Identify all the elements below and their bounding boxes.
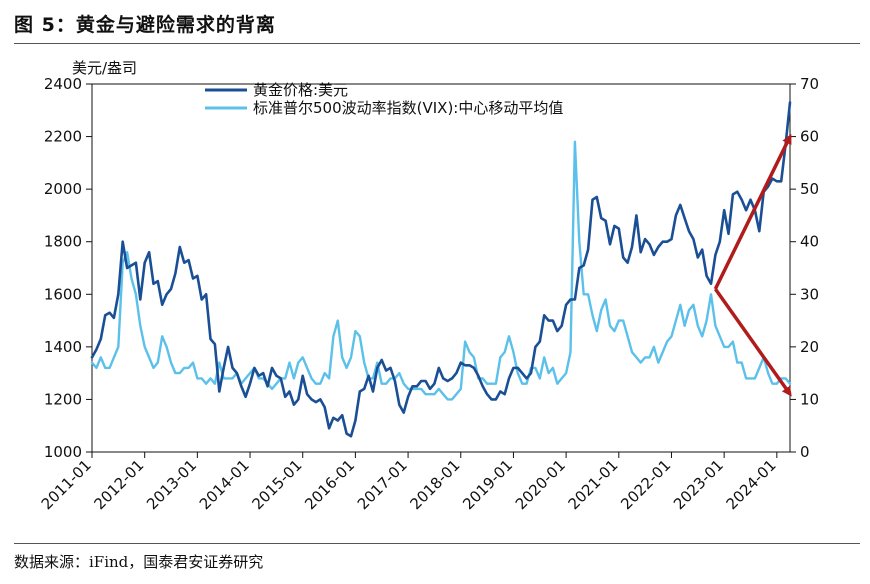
x-tick-label: 2018-01 — [407, 456, 464, 513]
y-right-tick-label: 20 — [800, 338, 819, 356]
y-right-tick-label: 30 — [800, 285, 819, 303]
x-tick-label: 2014-01 — [196, 456, 253, 513]
y-right-tick-label: 40 — [800, 233, 819, 251]
bottom-rule — [14, 543, 860, 544]
x-tick-label: 2022-01 — [617, 456, 674, 513]
y-left-tick-label: 1000 — [44, 443, 82, 461]
axes: 1000 1200 1400 1600 1800 2000 2200 2400 0 10 20 30 4… — [38, 75, 819, 513]
y-right-tick-label: 60 — [800, 128, 819, 146]
figure-title: 图 5：黄金与避险需求的背离 — [14, 14, 276, 36]
x-tick-label: 2024-01 — [723, 456, 780, 513]
x-tick-label: 2017-01 — [354, 456, 411, 513]
annotation-arrows — [713, 133, 792, 397]
gold-vix-chart: 美元/盎司 1000120014001600180020002200240001… — [38, 59, 819, 513]
x-tick-label: 2020-01 — [512, 456, 569, 513]
y-right-tick-label: 70 — [800, 75, 819, 93]
x-tick-label: 2012-01 — [90, 456, 147, 513]
legend: 黄金价格:美元 标准普尔500波动率指数(VIX):中心移动平均值 — [205, 81, 563, 117]
x-tick-label: 2015-01 — [248, 456, 305, 513]
arrow-down-divergence — [713, 288, 792, 397]
y-left-tick-label: 2200 — [44, 128, 82, 146]
figure-header: 图 5：黄金与避险需求的背离 — [14, 8, 860, 42]
x-tick-label: 2021-01 — [565, 456, 622, 513]
y-right-tick-label: 10 — [800, 390, 819, 408]
x-tick-label: 2023-01 — [670, 456, 727, 513]
plot-frame — [91, 83, 791, 453]
y-left-tick-label: 1600 — [44, 285, 82, 303]
legend-label-vix: 标准普尔500波动率指数(VIX):中心移动平均值 — [253, 99, 563, 117]
y-right-tick-label: 0 — [800, 443, 810, 461]
x-tick-label: 2011-01 — [38, 456, 95, 513]
y-left-tick-label: 2000 — [44, 180, 82, 198]
source-note: 数据来源：iFind，国泰君安证券研究 — [14, 553, 264, 571]
x-tick-label: 2019-01 — [459, 456, 516, 513]
legend-label-gold: 黄金价格:美元 — [253, 81, 348, 99]
x-tick-label: 2013-01 — [143, 456, 200, 513]
y-left-axis-label: 美元/盎司 — [72, 59, 137, 77]
y-left-tick-label: 2400 — [44, 75, 82, 93]
top-rule — [14, 43, 860, 44]
x-tick-label: 2016-01 — [301, 456, 358, 513]
y-left-tick-label: 1400 — [44, 338, 82, 356]
series-line-gold — [90, 101, 792, 438]
y-left-tick-label: 1800 — [44, 233, 82, 251]
y-right-tick-label: 50 — [800, 180, 819, 198]
series-line-vix — [90, 140, 792, 401]
y-left-tick-label: 1200 — [44, 390, 82, 408]
arrow-up-divergence — [713, 133, 792, 290]
series-lines — [90, 101, 792, 438]
